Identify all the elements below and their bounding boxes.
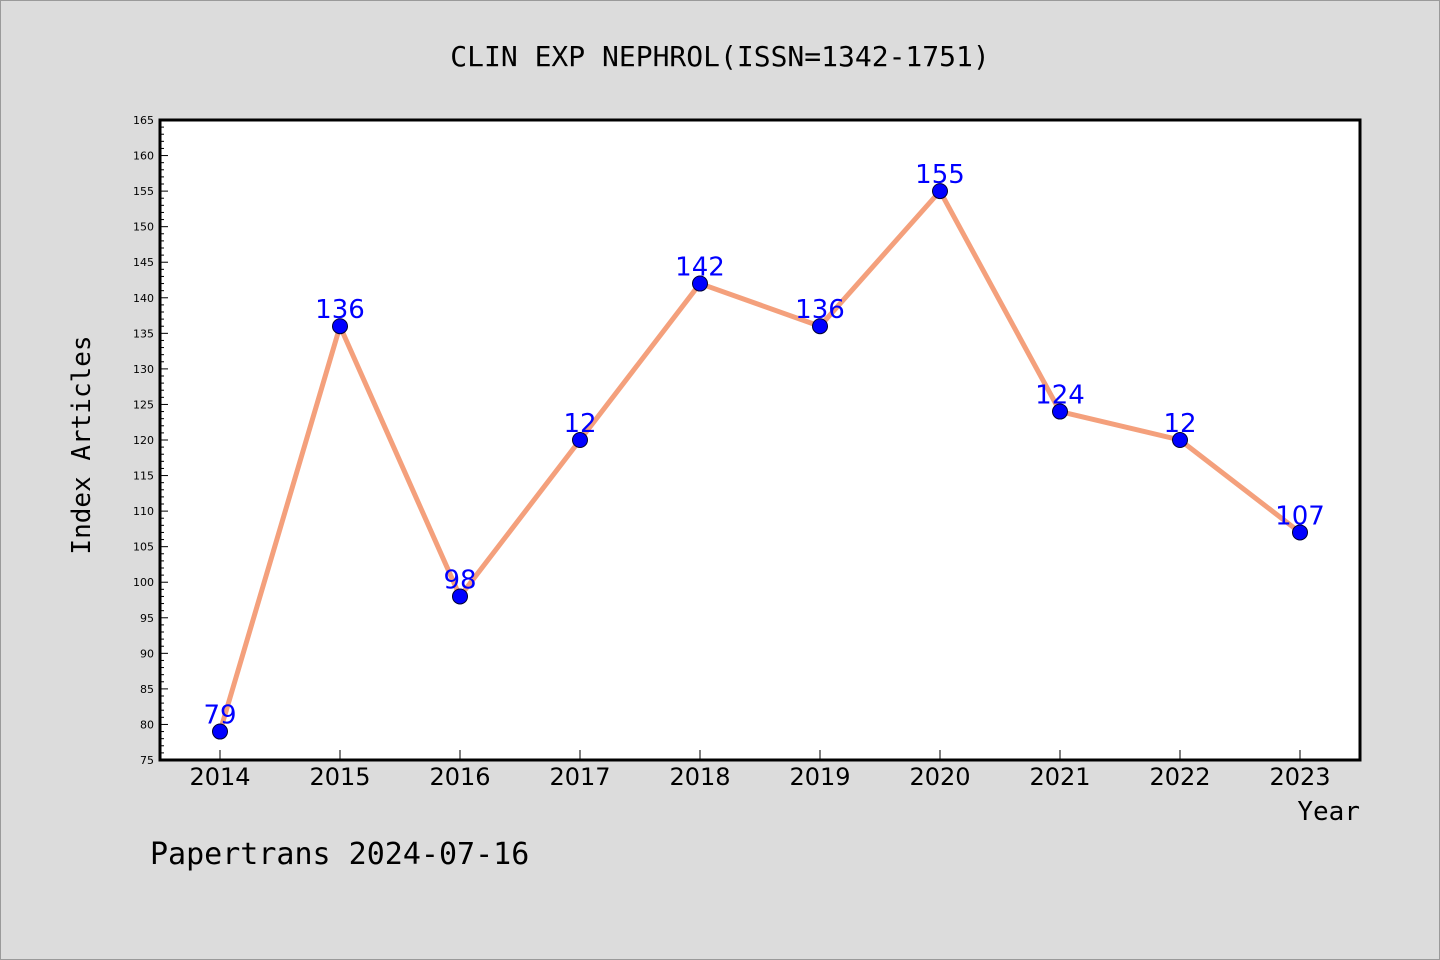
y-tick-label: 150 <box>133 221 154 234</box>
series-line-group <box>217 188 1303 735</box>
chart-title: CLIN EXP NEPHROL(ISSN=1342-1751) <box>450 40 989 73</box>
y-tick-label: 155 <box>133 185 154 198</box>
data-point <box>932 183 948 200</box>
x-axis: 2014 2015 2016 2017 2018 2019 2020 2021 2022 2023 <box>189 750 1331 791</box>
y-axis-label: Index Articles <box>67 335 97 554</box>
x-tick-label: 2018 <box>669 763 730 791</box>
y-tick-label: 130 <box>133 363 154 376</box>
data-label: 136 <box>315 295 365 325</box>
y-tick-label: 160 <box>133 150 154 163</box>
data-point <box>812 318 828 335</box>
data-label-group: 79 136 98 12 142 136 155 124 12 107 <box>203 160 1324 730</box>
data-label: 98 <box>443 565 476 595</box>
data-point <box>332 318 348 335</box>
y-tick-label: 145 <box>133 256 154 269</box>
x-tick-label: 2023 <box>1269 763 1330 791</box>
data-label: 142 <box>675 253 725 283</box>
data-label: 124 <box>1035 381 1085 411</box>
y-tick-label: 85 <box>140 683 154 696</box>
x-tick-label: 2016 <box>429 763 490 791</box>
footer-watermark: Papertrans 2024-07-16 <box>150 837 529 872</box>
data-point <box>692 275 708 292</box>
x-tick-label: 2022 <box>1149 763 1210 791</box>
x-tick-label: 2017 <box>549 763 610 791</box>
data-point <box>1172 432 1188 448</box>
x-tick-label: 2019 <box>789 763 850 791</box>
y-tick-label: 135 <box>133 327 154 340</box>
y-tick-label: 80 <box>140 718 154 731</box>
marker-group <box>212 183 1308 740</box>
y-axis: 75 80 85 90 95 100 105 110 115 120 125 130 135 140 145… <box>133 114 168 767</box>
y-tick-label: 105 <box>133 541 154 554</box>
y-tick-label: 165 <box>133 114 154 127</box>
plot-area <box>158 118 1362 762</box>
y-tick-label: 120 <box>133 434 154 447</box>
data-point <box>1052 403 1068 420</box>
y-tick-label: 140 <box>133 292 154 305</box>
y-tick-label: 75 <box>140 754 154 767</box>
data-label: 155 <box>915 160 965 190</box>
y-tick-label: 110 <box>133 505 154 518</box>
x-axis-label: Year <box>1297 797 1360 827</box>
y-tick-label: 115 <box>133 470 154 483</box>
data-label: 12 <box>1163 409 1196 439</box>
series-line <box>217 188 1303 735</box>
y-tick-label: 90 <box>140 647 154 660</box>
x-tick-label: 2015 <box>309 763 370 791</box>
data-point <box>212 723 228 740</box>
x-tick-label: 2020 <box>909 763 970 791</box>
x-tick-label: 2014 <box>189 763 250 791</box>
data-label: 79 <box>203 701 236 731</box>
x-tick-label: 2021 <box>1029 763 1090 791</box>
data-point <box>572 432 588 448</box>
data-label: 107 <box>1275 501 1325 531</box>
data-label: 12 <box>563 409 596 439</box>
data-label: 136 <box>795 295 845 325</box>
y-tick-label: 95 <box>140 612 154 625</box>
data-point <box>452 588 468 605</box>
y-tick-label: 100 <box>133 576 154 589</box>
data-point <box>1292 524 1308 541</box>
y-tick-label: 125 <box>133 398 154 411</box>
